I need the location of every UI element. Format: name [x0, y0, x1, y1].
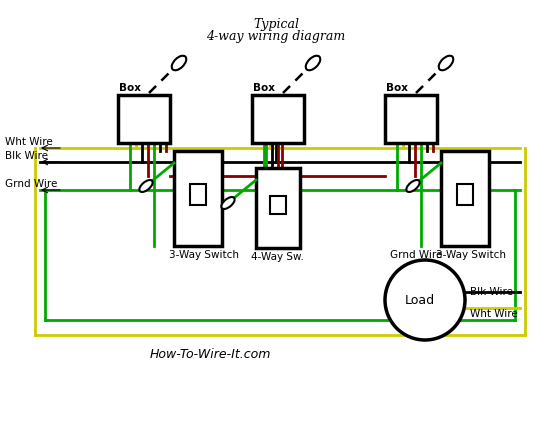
Text: Wht Wire: Wht Wire	[470, 309, 518, 319]
Text: Typical: Typical	[253, 18, 299, 31]
Text: 4-Way Sw.: 4-Way Sw.	[251, 252, 304, 262]
Text: Box: Box	[386, 83, 408, 93]
Ellipse shape	[406, 180, 420, 192]
Bar	[256, 168, 300, 248]
Text: Box: Box	[119, 83, 141, 93]
Bar	[118, 95, 170, 143]
Text: 4-way wiring diagram: 4-way wiring diagram	[206, 30, 346, 43]
Ellipse shape	[172, 56, 186, 70]
Text: Box: Box	[253, 83, 275, 93]
Text: Grnd Wire: Grnd Wire	[390, 250, 442, 260]
Bar	[270, 196, 286, 214]
Ellipse shape	[139, 180, 153, 192]
Text: Blk Wire: Blk Wire	[470, 287, 513, 297]
Text: Wht Wire: Wht Wire	[5, 137, 53, 147]
Bar	[441, 151, 489, 246]
Text: 3-Way Switch: 3-Way Switch	[169, 250, 239, 260]
Bar	[189, 184, 206, 205]
Bar	[252, 95, 304, 143]
Text: How-To-Wire-It.com: How-To-Wire-It.com	[150, 349, 272, 362]
Text: Grnd Wire: Grnd Wire	[5, 179, 57, 189]
Ellipse shape	[306, 56, 320, 70]
Ellipse shape	[221, 197, 235, 209]
Text: Blk Wire: Blk Wire	[5, 151, 48, 161]
Bar	[174, 151, 222, 246]
Text: Load: Load	[405, 294, 435, 307]
Bar	[385, 95, 437, 143]
Circle shape	[385, 260, 465, 340]
Text: 3-Way Switch: 3-Way Switch	[436, 250, 506, 260]
Bar	[457, 184, 474, 205]
Ellipse shape	[439, 56, 453, 70]
